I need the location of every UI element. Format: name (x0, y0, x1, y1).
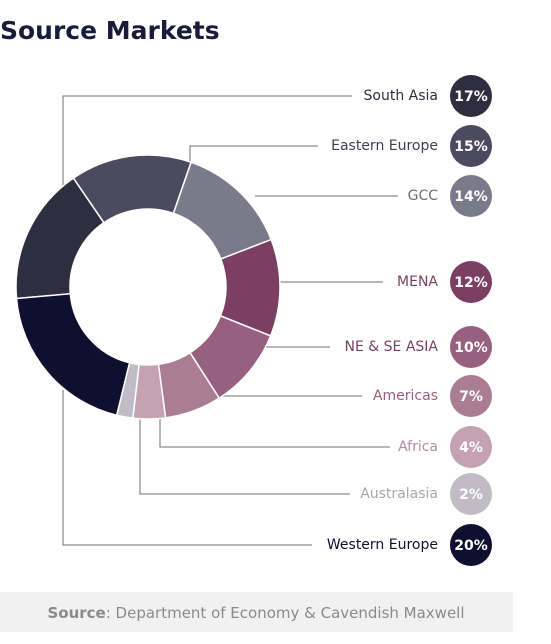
leader-line (189, 145, 318, 162)
value-badge (450, 375, 492, 417)
value-label: 2% (459, 487, 483, 503)
value-label: 14% (454, 189, 488, 205)
category-label: Eastern Europe (331, 138, 438, 154)
leader-line (159, 413, 390, 448)
value-badge (450, 473, 492, 515)
value-badge (450, 326, 492, 368)
category-label: South Asia (364, 88, 438, 104)
category-label: Africa (398, 439, 438, 455)
source-label: Source (47, 604, 105, 622)
leader-line (139, 413, 350, 495)
value-label: 12% (454, 275, 488, 291)
value-label: 15% (454, 139, 488, 155)
value-badge (450, 125, 492, 167)
value-badge (450, 175, 492, 217)
value-badge (450, 524, 492, 566)
source-note: Source: Department of Economy & Cavendis… (47, 604, 464, 622)
value-badge (450, 426, 492, 468)
value-label: 10% (454, 340, 488, 356)
category-label: GCC (408, 188, 439, 204)
leader-lines (62, 95, 398, 546)
source-text: : Department of Economy & Cavendish Maxw… (106, 604, 465, 622)
category-label: NE & SE ASIA (345, 339, 439, 355)
value-label: 7% (459, 389, 483, 405)
value-label: 20% (454, 538, 488, 554)
value-label: 4% (459, 440, 483, 456)
category-label: MENA (397, 274, 438, 290)
value-badge (450, 261, 492, 303)
category-label: Western Europe (327, 537, 438, 553)
source-box (0, 592, 513, 632)
category-label: Australasia (360, 486, 438, 502)
leader-line (62, 95, 352, 190)
donut-slice (15, 292, 131, 417)
value-label: 17% (454, 89, 488, 105)
chart-title: Source Markets (0, 16, 220, 45)
category-label: Americas (373, 388, 438, 404)
leader-line (62, 390, 312, 546)
value-badge (450, 75, 492, 117)
